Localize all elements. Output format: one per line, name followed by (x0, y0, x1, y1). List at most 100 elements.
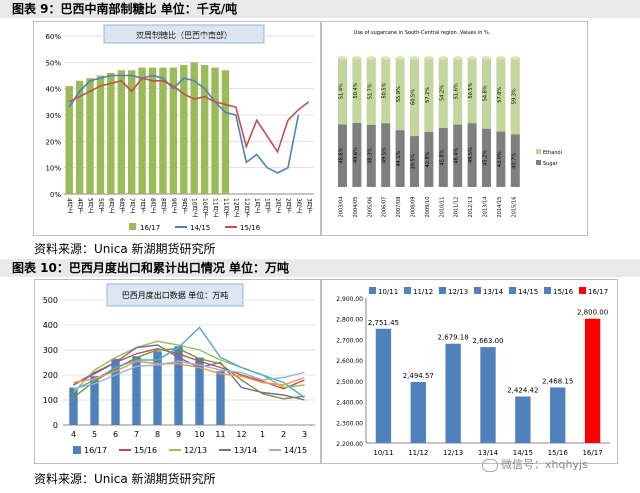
legend-swatch (509, 287, 516, 294)
chart-title: Use of sugarcane in South-Central region… (354, 30, 491, 36)
ethanol-bar (496, 58, 506, 132)
bar (96, 75, 105, 194)
x-tick-label: 15/16 (548, 449, 569, 457)
sugar-bar (496, 131, 506, 187)
sugar-bar (410, 136, 419, 187)
y-tick-label: 2,600.00 (336, 358, 363, 365)
ethanol-bar (352, 58, 362, 124)
sugar-bar (338, 124, 347, 187)
bar-cap (410, 56, 419, 60)
x-tick-label: 2004/05 (353, 197, 359, 218)
wechat-icon (482, 458, 498, 472)
ethanol-data-label: 50.4% (353, 82, 359, 98)
data-label: 2,751.45 (368, 319, 399, 327)
x-tick-label: 1 (260, 430, 265, 439)
y-tick-label: 400 (43, 321, 58, 330)
data-label: 2,494.57 (403, 372, 434, 380)
ethanol-data-label: 57.2% (425, 87, 431, 103)
x-tick-label: 2006/07 (382, 197, 388, 218)
ethanol-bar (410, 58, 419, 137)
x-tick-label: 6 (113, 430, 118, 439)
legend-label: Ethanol (543, 150, 562, 156)
x-tick-label: 2013/14 (483, 197, 489, 218)
y-tick-label: 20% (45, 138, 61, 146)
x-tick-label: 2005/06 (367, 197, 373, 218)
y-tick-label: 0% (50, 191, 61, 199)
y-tick-label: 10% (45, 165, 61, 173)
sugar-bar (424, 131, 434, 187)
ethanol-data-label: 59.3% (511, 88, 517, 104)
x-tick-label: 4 (71, 430, 76, 439)
chart-title: 巴西月度出口数据 单位：万吨 (122, 290, 229, 300)
bar-cap (453, 56, 463, 60)
legend-swatch (579, 287, 586, 294)
legend-label: 10/11 (378, 288, 398, 296)
y-tick-label: 100 (43, 396, 58, 405)
sugar-data-label: 45.2% (483, 150, 489, 166)
bar (174, 346, 183, 425)
sugar-bar (467, 123, 477, 187)
data-label: 2,424.42 (507, 387, 538, 395)
bar (75, 80, 84, 194)
legend-swatch (544, 287, 551, 294)
legend-swatch (369, 287, 376, 294)
sugar-mix-chart-frame: 双周制糖比（巴西中南部） 0% 10% 20% 30% 40% 50% 60% 4月上 4月下 5月… (33, 21, 321, 236)
bar (190, 62, 198, 195)
bar (128, 70, 136, 194)
bar (65, 86, 73, 194)
y-tick-label: 200 (43, 371, 58, 380)
y-tick-label: 60% (45, 33, 61, 41)
bar-cap (395, 56, 405, 60)
bar-cap (424, 56, 434, 60)
bar (69, 387, 78, 425)
ethanol-data-label: 54.8% (483, 85, 489, 101)
ethanol-data-label: 60.5% (411, 89, 417, 105)
legend-label: Sugar (543, 161, 559, 167)
legend-label: 16/17 (84, 446, 107, 455)
bar-cap (366, 56, 376, 60)
bar (480, 347, 496, 443)
x-tick-label: 11 (215, 430, 225, 439)
bar-cap (438, 56, 448, 60)
bar-cap (482, 56, 491, 60)
sugar-data-label: 43.0% (497, 151, 503, 167)
sugar-data-label: 39.5% (411, 153, 417, 169)
sugar-data-label: 49.5% (468, 147, 474, 163)
legend-label: 15/16 (553, 288, 574, 296)
x-tick-label: 12月上 (232, 198, 239, 218)
bar (200, 64, 209, 194)
monthly-export-chart-frame: 巴西月度出口数据 单位：万吨 0 100 200 300 400 500 4 5 6 7 8 9 10 11… (34, 279, 321, 464)
sugar-bar (482, 128, 491, 187)
data-label: 2,468.15 (542, 377, 573, 385)
legend-swatch (536, 160, 541, 165)
sugar-mix-chart: 双周制糖比（巴西中南部） 0% 10% 20% 30% 40% 50% 60% 4月上 4月下 5月… (45, 24, 314, 232)
sugar-bar (453, 124, 463, 187)
x-tick-label: 13/14 (478, 449, 499, 457)
y-tick-label: 2,500.00 (336, 379, 363, 386)
legend-label: 13/14 (234, 446, 257, 455)
sugar-data-label: 44.1% (396, 150, 402, 166)
bar (138, 67, 146, 194)
x-tick-label: 2012/13 (468, 197, 474, 218)
bar-cap (352, 56, 362, 60)
bar (211, 67, 219, 194)
bar (86, 78, 94, 194)
bar (195, 357, 204, 425)
x-tick-label: 2011/12 (454, 197, 460, 218)
bar (180, 64, 188, 194)
ethanol-data-label: 51.4% (339, 83, 345, 99)
x-tick-label: 10 (194, 430, 204, 439)
legend-swatch (404, 287, 411, 294)
sugar-data-label: 40.7% (511, 153, 517, 169)
x-tick-label: 3 (302, 430, 307, 439)
legend-swatch (439, 287, 446, 294)
x-tick-label: 2003/04 (339, 197, 345, 218)
chart-title-box (103, 24, 265, 44)
y-tick-label: 2,800.00 (336, 317, 363, 324)
sugar-data-label: 48.3% (367, 148, 373, 164)
bar (445, 343, 461, 443)
legend-label: 14/15 (190, 224, 210, 232)
y-tick-label: 2,400.00 (336, 400, 363, 407)
figure10-source: 资料来源：Unica 新湖期货研究所 (34, 472, 216, 486)
bar (410, 381, 426, 443)
